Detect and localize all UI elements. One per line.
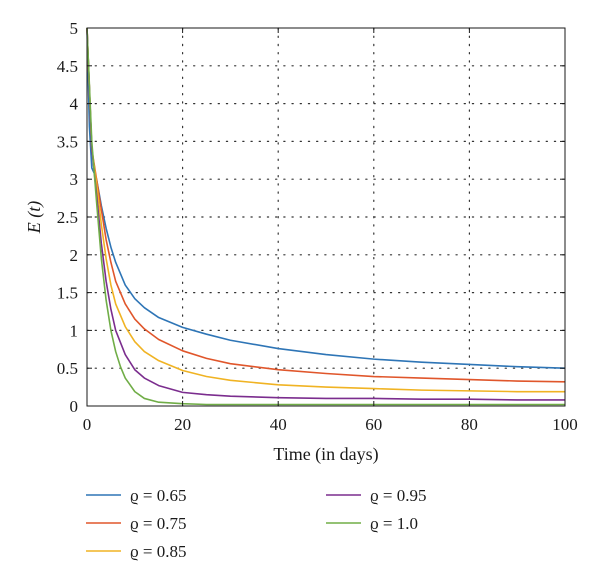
x-tick-label: 0 xyxy=(83,415,92,434)
legend: ϱ = 0.65 ϱ = 0.75 ϱ = 0.85 ϱ = 0.95 ϱ = 1.0 xyxy=(86,486,427,561)
y-tick-label: 0.5 xyxy=(57,359,78,378)
y-tick-label: 2 xyxy=(70,246,79,265)
x-tick-label: 80 xyxy=(461,415,478,434)
x-tick-label: 20 xyxy=(174,415,191,434)
y-tick-label: 5 xyxy=(70,19,79,38)
y-tick-label: 3 xyxy=(70,170,79,189)
x-tick-label: 40 xyxy=(270,415,287,434)
y-tick-label: 2.5 xyxy=(57,208,78,227)
series-line xyxy=(86,27,565,401)
tick-layer: 0 0.5 1 1.5 2 2.5 3 3.5 4 4.5 5 0 20 40 60 80 100 xyxy=(57,19,578,434)
y-tick-label: 1 xyxy=(70,321,79,340)
legend-label: ϱ = 1.0 xyxy=(370,514,418,533)
series-line xyxy=(86,27,566,383)
grid-layer xyxy=(86,27,566,407)
y-tick-label: 0 xyxy=(70,397,79,416)
x-tick-label: 60 xyxy=(365,415,382,434)
series-layer xyxy=(86,27,566,406)
series-line xyxy=(86,27,565,406)
legend-label: ϱ = 0.95 xyxy=(370,486,427,505)
series-line xyxy=(86,27,565,393)
y-axis-title: E (t) xyxy=(24,201,45,234)
y-tick-label: 4 xyxy=(70,95,79,114)
y-tick-label: 1.5 xyxy=(57,284,78,303)
series-line xyxy=(86,27,566,369)
x-axis-title: Time (in days) xyxy=(273,444,378,465)
legend-label: ϱ = 0.75 xyxy=(130,514,187,533)
y-tick-label: 4.5 xyxy=(57,57,78,76)
x-tick-label: 100 xyxy=(552,415,578,434)
y-tick-label: 3.5 xyxy=(57,132,78,151)
legend-label: ϱ = 0.85 xyxy=(130,542,187,561)
legend-label: ϱ = 0.65 xyxy=(130,486,187,505)
